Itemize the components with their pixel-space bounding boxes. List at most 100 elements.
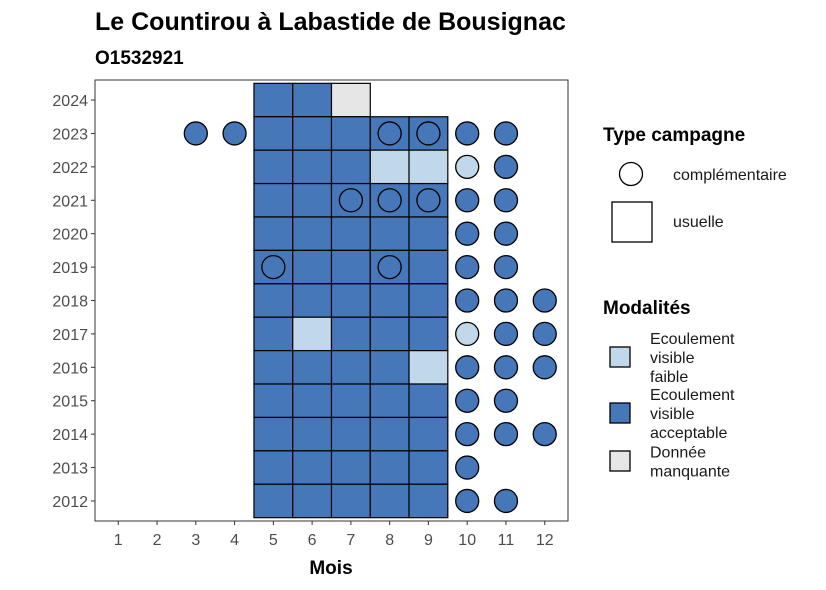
point-2023-10 (455, 121, 480, 146)
tile-2015-9 (408, 383, 449, 419)
point-2013-10 (455, 455, 480, 480)
point-2021-8 (377, 188, 402, 213)
legend-label-complementaire: complémentaire (673, 167, 787, 184)
tile-2012-7 (330, 483, 371, 519)
tile-2022-8 (369, 149, 410, 185)
x-tick-label: 10 (458, 532, 476, 549)
y-tick-label: 2020 (52, 227, 88, 244)
tiles-layer (253, 82, 449, 519)
point-2012-11 (493, 488, 519, 514)
tile-2022-5 (253, 149, 294, 185)
point-2014-11 (493, 421, 519, 447)
point-2017-10 (455, 321, 480, 347)
tile-2018-9 (408, 283, 449, 318)
legend-label-usuelle: usuelle (673, 214, 724, 231)
legend-label-1: Ecoulement visible faible (650, 331, 735, 386)
x-tick-label: 12 (536, 532, 554, 549)
tile-2019-9 (408, 249, 449, 285)
tile-2012-5 (253, 483, 294, 519)
point-2020-10 (455, 221, 480, 246)
tile-2015-7 (330, 383, 371, 419)
point-2016-12 (532, 355, 557, 380)
tile-2012-6 (292, 483, 333, 519)
legend-label-3: Donnée manquante (650, 445, 730, 481)
y-tick-label: 2021 (52, 193, 88, 210)
y-tick-label: 2016 (52, 360, 88, 377)
y-tick-label: 2024 (52, 93, 88, 110)
y-tick-label: 2017 (52, 327, 88, 344)
legend-label-2: Ecoulement visible acceptable (650, 387, 735, 442)
tile-2024-7 (330, 82, 371, 118)
y-tick-label: 2023 (52, 126, 88, 143)
y-tick-label: 2019 (52, 260, 88, 277)
point-2017-12 (532, 321, 557, 347)
point-2016-10 (455, 355, 480, 380)
tile-2023-5 (253, 116, 294, 151)
point-2023-9 (416, 121, 441, 146)
x-tick-label: 8 (385, 532, 394, 549)
x-tick-label: 6 (308, 532, 317, 549)
tile-2021-5 (253, 182, 294, 218)
tile-2015-5 (253, 383, 294, 419)
x-tick-label: 4 (230, 532, 239, 549)
x-tick-label: 11 (498, 532, 515, 549)
legend-swatch-2 (609, 402, 631, 424)
tile-2020-8 (369, 216, 410, 251)
tile-2019-6 (292, 249, 333, 285)
legend-modalites: Modalités Ecoulement visible faibleEcoulem… (603, 298, 735, 481)
tile-2012-9 (408, 483, 449, 519)
chart-title: Le Countirou à Labastide de Bousignac (95, 8, 566, 36)
y-tick-label: 2015 (52, 394, 88, 411)
point-2019-10 (455, 254, 480, 280)
point-2018-12 (532, 288, 557, 313)
tile-2023-6 (292, 116, 333, 151)
tile-2023-7 (330, 116, 371, 151)
point-2012-10 (455, 488, 480, 514)
tile-2015-8 (369, 383, 410, 419)
point-2022-11 (493, 154, 519, 180)
x-tick-label: 5 (269, 532, 278, 549)
legend-type-campagne-title: Type campagne (603, 125, 745, 146)
tile-2018-6 (292, 283, 333, 318)
point-2022-10 (455, 154, 480, 180)
tile-2017-7 (330, 316, 371, 352)
x-tick-label: 3 (191, 532, 200, 549)
tile-2017-9 (408, 316, 449, 352)
legend-circle-swatch (618, 161, 644, 187)
tile-2020-7 (330, 216, 371, 251)
x-tick-label: 1 (114, 532, 123, 549)
y-axis: 2012 2013 2014 2015 2016 2017 2018 2019 2020 2021… (52, 93, 95, 511)
point-2021-11 (493, 188, 519, 213)
point-2017-11 (493, 321, 519, 347)
x-tick-label: 2 (153, 532, 162, 549)
point-2020-11 (493, 221, 519, 246)
tile-2014-8 (369, 416, 410, 452)
tile-2022-6 (292, 149, 333, 185)
point-2019-8 (377, 254, 402, 280)
tile-2019-7 (330, 249, 371, 285)
plot-area (94, 79, 569, 522)
point-2015-10 (455, 388, 480, 413)
tile-2020-9 (408, 216, 449, 251)
y-tick-label: 2012 (52, 494, 88, 511)
tile-2013-8 (369, 450, 410, 485)
tile-2013-5 (253, 450, 294, 485)
point-2014-12 (532, 421, 557, 447)
y-tick-label: 2018 (52, 294, 88, 311)
point-2021-10 (455, 188, 480, 213)
tile-2017-5 (253, 316, 294, 352)
tile-2018-7 (330, 283, 371, 318)
y-tick-label: 2013 (52, 461, 88, 478)
point-2018-11 (493, 288, 519, 313)
tile-2016-7 (330, 350, 371, 385)
tile-2012-8 (369, 483, 410, 519)
legend-swatch-3 (609, 450, 631, 472)
point-2023-8 (377, 121, 402, 146)
y-tick-label: 2014 (52, 427, 88, 444)
tile-2013-7 (330, 450, 371, 485)
point-2021-7 (338, 188, 364, 213)
tile-2017-6 (292, 316, 333, 352)
point-2015-11 (493, 388, 519, 413)
tile-2022-7 (330, 149, 371, 185)
tile-2014-6 (292, 416, 333, 452)
